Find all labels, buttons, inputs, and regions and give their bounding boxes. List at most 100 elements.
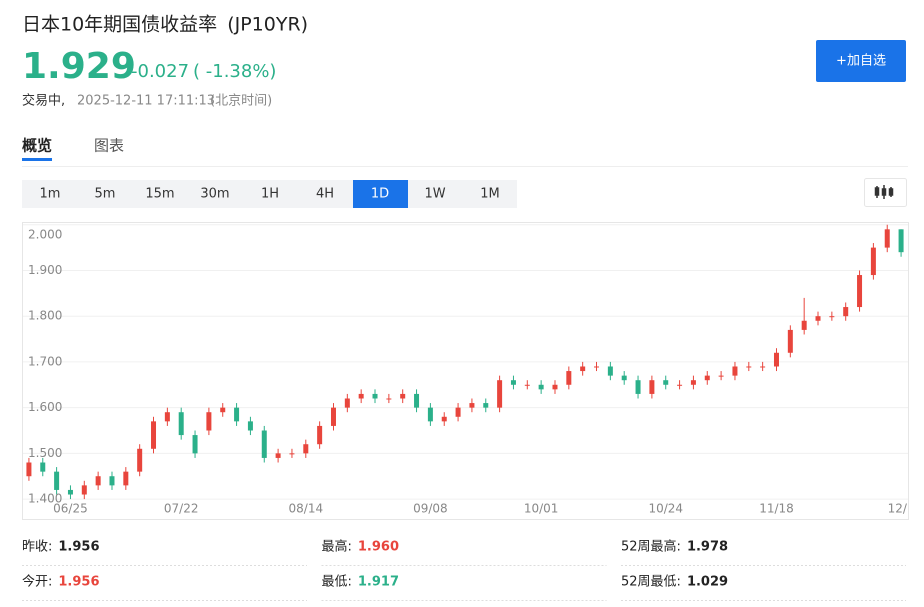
interval-button[interactable]: 1M	[480, 187, 500, 202]
candle-body	[358, 393, 364, 399]
candle-body	[773, 352, 779, 367]
x-tick-label: 08/14	[289, 502, 324, 516]
price: 1.929	[22, 46, 136, 87]
interval-label: 1D	[371, 187, 389, 202]
candle-body	[663, 380, 669, 385]
stat-label: 最高:	[322, 539, 352, 555]
stat-value: 1.978	[687, 540, 728, 555]
add-watchlist-button[interactable]: +加自选	[816, 40, 906, 82]
candle-body	[164, 412, 170, 422]
candle-body	[704, 375, 710, 381]
candle-body	[607, 366, 613, 376]
interval-button[interactable]: 1D	[353, 180, 408, 208]
candle-body	[220, 407, 226, 413]
title: 日本10年期国债收益率	[22, 14, 217, 36]
x-tick-label: 11/18	[759, 502, 794, 516]
tab-label: 概览	[22, 137, 52, 155]
candle-body	[649, 380, 655, 394]
interval-button[interactable]: 1W	[424, 187, 445, 202]
x-tick-label: 12/1	[888, 502, 915, 516]
candle-body	[497, 380, 503, 408]
candle-body	[524, 384, 530, 386]
candle-body	[732, 366, 738, 376]
interval-button[interactable]: 5m	[95, 187, 116, 202]
button-label: +加自选	[836, 54, 886, 69]
candle-body	[330, 407, 336, 426]
candle-body	[275, 453, 281, 458]
candle-body	[760, 366, 766, 368]
candle-body	[137, 448, 143, 472]
button-bg	[816, 40, 906, 82]
y-tick-label: 1.600	[28, 400, 62, 414]
candle-body	[261, 430, 267, 458]
candle-body	[746, 366, 752, 368]
x-tick-label: 10/24	[648, 502, 683, 516]
x-tick-label: 07/22	[164, 502, 199, 516]
candle-body	[621, 375, 627, 381]
tab-underline	[22, 158, 53, 161]
tab[interactable]: 图表	[94, 137, 124, 155]
candle-body	[372, 393, 378, 399]
candle-body	[677, 384, 683, 386]
interval-bar	[22, 180, 517, 208]
candle-body	[54, 471, 60, 490]
candle-body	[635, 380, 641, 394]
y-tick-label: 2.000	[28, 228, 62, 242]
y-tick-label: 1.500	[28, 446, 62, 460]
candle-body	[815, 316, 821, 321]
candle-body	[580, 366, 586, 372]
interval-label: 1H	[261, 187, 279, 202]
interval-label: 4H	[316, 187, 334, 202]
candle-body	[81, 485, 87, 495]
interval-button[interactable]: 1m	[40, 187, 61, 202]
interval-label: 15m	[145, 187, 174, 202]
stat-label: 52周最高:	[621, 539, 681, 555]
interval-button[interactable]: 15m	[145, 187, 174, 202]
interval-button[interactable]: 1H	[261, 187, 279, 202]
candle-body	[441, 416, 447, 422]
timezone: (北京时间)	[210, 94, 272, 109]
stat-label: 今开:	[22, 574, 52, 590]
interval-button[interactable]: 4H	[316, 187, 334, 202]
tab[interactable]: 概览	[22, 137, 53, 162]
candle-body	[178, 412, 184, 436]
candle-body	[690, 380, 696, 385]
candle-body	[552, 384, 558, 390]
interval-button[interactable]: 30m	[200, 187, 229, 202]
candle-body	[234, 407, 240, 422]
stat-value: 1.956	[58, 540, 99, 555]
y-tick-label: 1.700	[28, 354, 62, 368]
candle-body	[483, 403, 489, 408]
stat-value: 1.029	[687, 575, 728, 590]
candle-body	[109, 476, 115, 486]
candle-body	[289, 453, 295, 455]
candle-body	[192, 435, 198, 454]
interval-active-bg	[353, 180, 408, 208]
stat-value: 1.960	[358, 540, 399, 555]
candle-body	[67, 489, 73, 495]
candle-body	[414, 393, 420, 408]
candle-body	[247, 421, 253, 431]
status: 交易中,	[22, 93, 65, 109]
y-tick-label: 1.400	[28, 492, 62, 506]
interval-label: 1M	[480, 187, 500, 202]
candle-body	[317, 425, 323, 445]
stat-label: 最低:	[322, 575, 352, 590]
candle-body	[26, 462, 32, 477]
change-pct: ( -1.38%)	[193, 61, 276, 82]
candle-body	[801, 320, 807, 330]
timestamp: 2025-12-11 17:11:13	[77, 94, 215, 109]
candle-body	[206, 412, 212, 431]
stat-value: 1.956	[58, 575, 99, 590]
candle-body	[594, 366, 600, 368]
code: (JP10YR)	[227, 14, 308, 36]
change: -0.027	[131, 61, 189, 82]
y-tick-label: 1.800	[28, 309, 62, 323]
candle-body	[843, 307, 849, 317]
y-tick-label: 1.900	[28, 263, 62, 277]
candle-body	[538, 384, 544, 390]
chart-type-button[interactable]	[864, 178, 907, 207]
candle-body	[95, 476, 101, 486]
